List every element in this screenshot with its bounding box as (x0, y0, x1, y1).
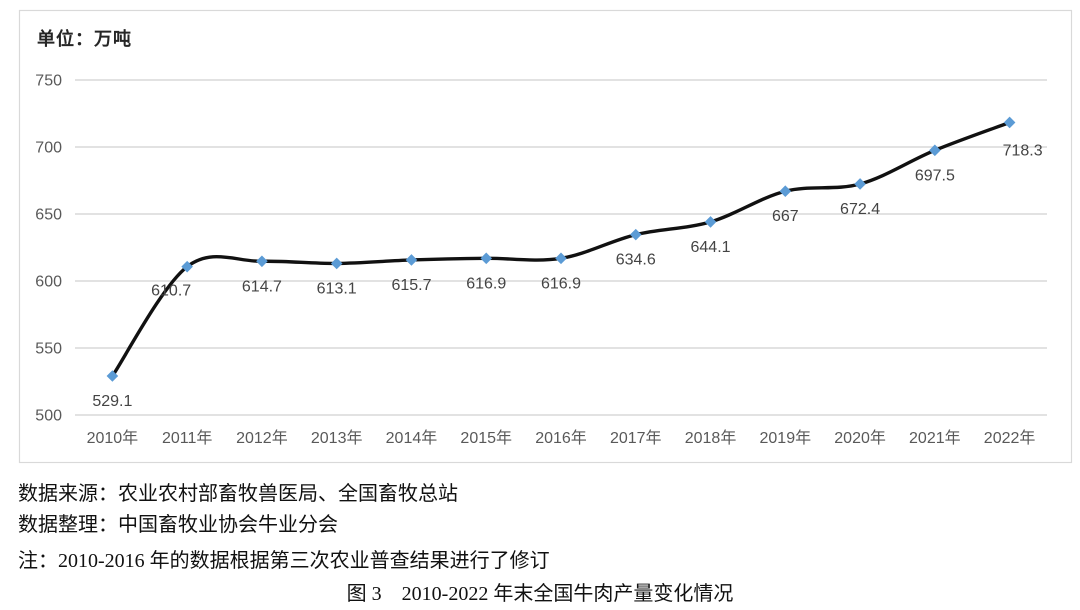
y-tick-label: 700 (35, 140, 62, 157)
beef-production-chart: 500 550 600 650 700 750 2010年 2011年 2012年 2013年 20… (18, 9, 1073, 464)
x-tick-label: 2013年 (311, 429, 363, 447)
x-tick-label: 2017年 (610, 429, 662, 447)
data-point-marker (704, 216, 717, 228)
data-labels: 529.1 610.7 614.7 613.1 615.7 616.9 616.9 634.6… (92, 142, 1042, 410)
data-point-marker (256, 255, 268, 268)
data-point-marker (405, 254, 418, 266)
data-point-marker (854, 178, 866, 190)
x-tick-label: 2014年 (386, 429, 438, 447)
x-tick-label: 2020年 (834, 429, 886, 447)
data-compiler-line: 数据整理：中国畜牧业协会牛业分会 (18, 514, 338, 536)
data-point-marker (779, 185, 792, 198)
data-point-marker (181, 260, 193, 273)
data-point-markers (106, 116, 1016, 382)
figure-number: 图 3 (346, 583, 382, 605)
data-point-marker (330, 257, 343, 270)
data-point-marker (480, 252, 493, 265)
x-tick-label: 2019年 (760, 429, 812, 447)
data-label: 672.4 (840, 201, 880, 218)
x-tick-label: 2018年 (685, 429, 737, 447)
data-label: 615.7 (391, 277, 431, 294)
data-source-line: 数据来源：农业农村部畜牧兽医局、全国畜牧总站 (18, 483, 458, 505)
figure-caption: 图 3 2010-2022 年末全国牛肉产量变化情况 (0, 577, 1080, 606)
revision-note-line: 注：2010-2016 年的数据根据第三次农业普查结果进行了修订 (18, 550, 550, 572)
data-point-marker (106, 370, 119, 382)
axis-unit-label: 单位：万吨 (37, 29, 132, 49)
data-point-marker (629, 228, 642, 241)
x-tick-label: 2011年 (162, 429, 212, 447)
data-label: 718.3 (1003, 142, 1043, 159)
x-tick-label: 2010年 (87, 429, 139, 447)
y-tick-label: 650 (35, 207, 62, 224)
x-tick-label: 2016年 (535, 429, 587, 447)
y-tick-label: 550 (35, 341, 62, 358)
data-point-marker (929, 144, 941, 157)
data-label: 614.7 (242, 278, 282, 295)
data-label: 616.9 (466, 275, 506, 292)
y-axis-labels: 500 550 600 650 700 750 (35, 73, 62, 425)
data-label: 610.7 (151, 283, 191, 300)
data-label: 616.9 (541, 275, 581, 292)
x-tick-label: 2021年 (909, 429, 961, 447)
y-tick-label: 600 (35, 274, 62, 291)
data-label: 613.1 (317, 280, 357, 297)
x-tick-label: 2022年 (984, 429, 1036, 447)
data-label: 634.6 (616, 252, 656, 269)
data-point-marker (1003, 116, 1016, 129)
x-tick-label: 2015年 (460, 429, 512, 447)
y-tick-label: 500 (35, 408, 62, 425)
data-label: 529.1 (92, 393, 132, 410)
gridlines (75, 79, 1047, 416)
x-axis-labels: 2010年 2011年 2012年 2013年 2014年 2015年 2016年 2017年… (87, 429, 1036, 447)
y-tick-label: 750 (35, 73, 62, 90)
chart-border (18, 9, 1073, 464)
data-label: 644.1 (691, 239, 731, 256)
x-tick-label: 2012年 (236, 429, 288, 447)
data-point-marker (555, 252, 567, 265)
figure-title: 2010-2022 年末全国牛肉产量变化情况 (401, 583, 734, 605)
data-label: 667 (772, 208, 799, 225)
data-label: 697.5 (915, 167, 955, 184)
